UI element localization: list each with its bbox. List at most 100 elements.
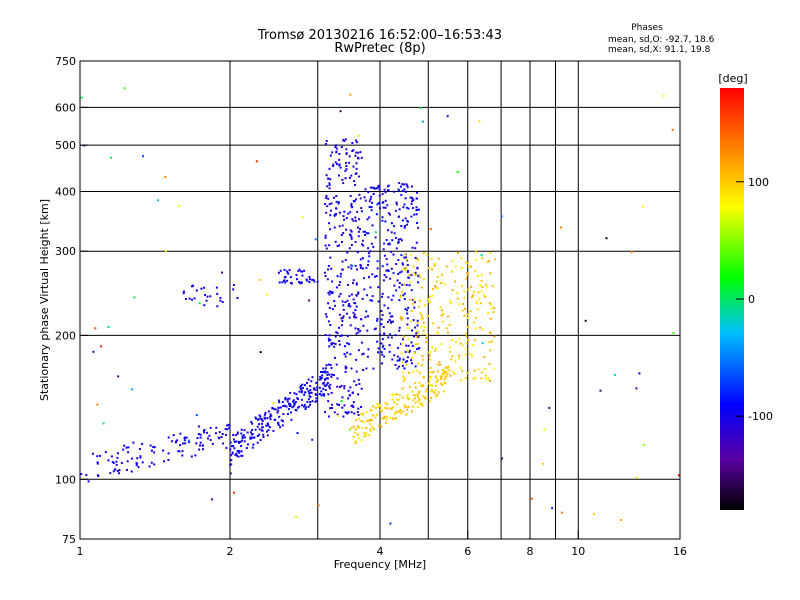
data-point <box>389 277 392 280</box>
data-point <box>354 184 357 186</box>
data-point <box>345 148 348 151</box>
data-point <box>387 212 390 215</box>
data-point <box>420 402 423 405</box>
data-point <box>466 262 469 265</box>
data-point <box>367 348 370 351</box>
data-point <box>354 139 357 142</box>
data-point <box>178 450 181 453</box>
data-point <box>384 206 387 209</box>
data-point <box>417 226 420 229</box>
data-point <box>406 223 409 226</box>
data-point <box>278 401 281 404</box>
data-point <box>374 236 377 239</box>
data-point <box>277 399 280 402</box>
data-point <box>354 431 357 434</box>
data-point <box>171 440 173 443</box>
data-point <box>255 160 258 163</box>
data-point <box>432 390 435 393</box>
data-point <box>356 210 359 213</box>
data-point <box>393 418 396 420</box>
data-point <box>671 128 674 131</box>
data-point <box>99 454 101 457</box>
data-point <box>139 455 142 458</box>
data-point <box>480 254 483 257</box>
data-point <box>406 264 409 266</box>
data-point <box>472 344 475 346</box>
data-point <box>424 304 427 307</box>
data-point <box>277 424 280 426</box>
data-point <box>96 474 99 477</box>
data-point <box>445 374 448 377</box>
data-point <box>364 434 367 437</box>
data-point <box>195 289 198 292</box>
data-point <box>403 256 406 259</box>
data-point <box>376 413 378 416</box>
data-point <box>102 422 105 425</box>
data-point <box>413 213 416 216</box>
data-point <box>219 299 222 302</box>
data-point <box>341 396 344 399</box>
data-point <box>662 94 665 97</box>
data-point <box>378 194 381 197</box>
data-point <box>360 210 363 213</box>
data-point <box>338 174 340 177</box>
y-axis-ticks: 75 100 200 300 400 500 600 750 <box>55 55 88 546</box>
data-point <box>320 394 323 397</box>
data-point <box>325 174 328 177</box>
data-point <box>236 454 239 457</box>
data-point <box>240 428 243 431</box>
data-point <box>380 409 382 411</box>
data-point <box>309 403 311 406</box>
data-point <box>418 371 421 374</box>
data-point <box>416 393 419 396</box>
data-point <box>410 253 413 256</box>
y-tick-label: 75 <box>62 533 76 546</box>
data-point <box>411 410 413 413</box>
data-point <box>254 428 257 431</box>
data-point <box>195 414 198 417</box>
data-point <box>336 275 339 278</box>
data-point <box>322 393 325 396</box>
data-point <box>458 354 461 357</box>
data-point <box>203 428 206 431</box>
data-point <box>293 399 295 402</box>
data-point <box>205 299 208 302</box>
data-point <box>338 295 341 298</box>
data-point <box>411 197 414 199</box>
data-point <box>232 438 235 441</box>
data-point <box>342 415 345 418</box>
data-point <box>260 417 263 420</box>
data-point <box>426 298 429 301</box>
data-point <box>451 260 454 262</box>
data-point <box>358 417 361 420</box>
chart-title: Tromsø 20130216 16:52:00–16:53:43 <box>257 28 502 43</box>
data-point <box>398 282 401 284</box>
data-point <box>462 303 465 305</box>
data-point <box>204 294 207 296</box>
data-point <box>424 390 427 393</box>
data-point <box>330 373 333 376</box>
data-point <box>461 309 464 312</box>
data-point <box>400 294 403 297</box>
data-point <box>94 327 97 330</box>
data-point <box>342 315 345 318</box>
data-point <box>326 205 329 208</box>
chart-subtitle: RwPretec (8p) <box>334 41 425 56</box>
data-point <box>398 365 400 368</box>
data-point <box>400 239 403 242</box>
data-point <box>293 403 296 406</box>
data-point <box>153 446 156 449</box>
data-point <box>364 230 366 233</box>
data-point <box>315 400 318 403</box>
data-point <box>371 299 374 302</box>
data-point <box>339 275 342 278</box>
data-point <box>344 301 347 304</box>
data-point <box>406 360 409 363</box>
data-point <box>266 422 269 425</box>
data-point <box>371 414 374 417</box>
data-point <box>393 225 395 228</box>
data-point <box>339 166 342 169</box>
data-point <box>405 396 408 399</box>
data-point <box>365 432 368 435</box>
data-point <box>466 313 469 316</box>
